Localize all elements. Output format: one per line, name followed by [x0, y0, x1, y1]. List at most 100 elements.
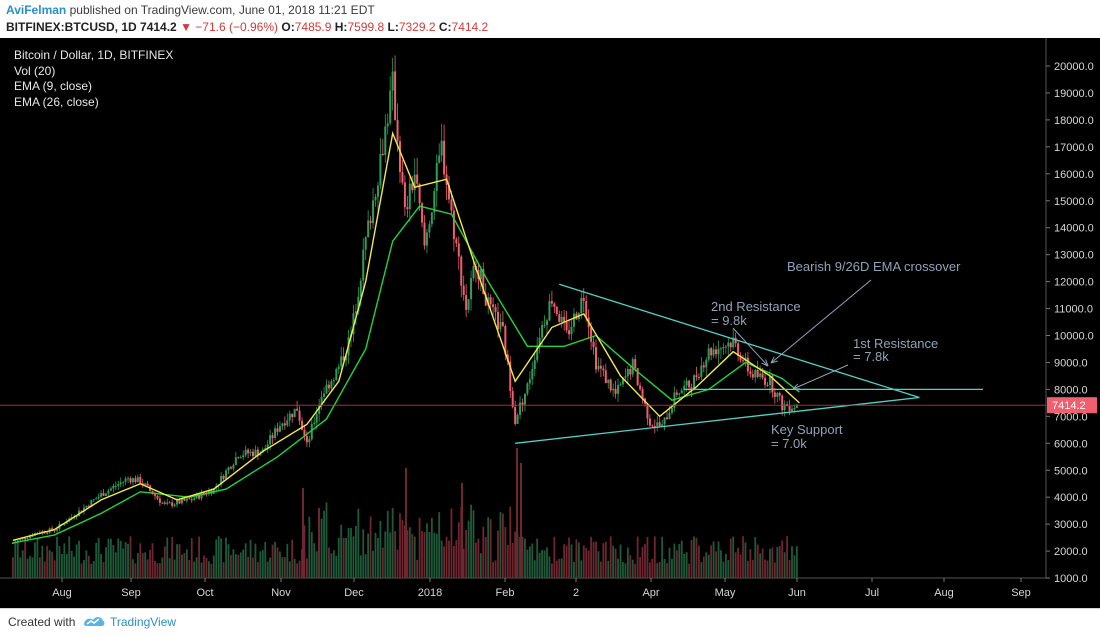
candle-body — [180, 498, 183, 504]
candle-body — [154, 494, 156, 496]
volume-bar — [65, 553, 68, 578]
volume-bar — [296, 563, 298, 578]
volume-bar — [394, 531, 396, 578]
symbol-label: BITFINEX:BTCUSD, 1D — [6, 20, 137, 34]
candle-body — [274, 428, 277, 438]
volume-bar — [786, 536, 788, 578]
volume-bar — [683, 553, 686, 578]
candle-body — [97, 496, 100, 499]
volume-bar — [372, 550, 374, 578]
trendline-2 — [559, 283, 920, 399]
candle-body — [497, 311, 499, 330]
candle-body — [296, 408, 299, 411]
volume-bar — [509, 506, 512, 578]
volume-bar — [85, 550, 88, 578]
candle-body — [560, 316, 563, 322]
volume-bar — [558, 558, 561, 578]
annotation-crossover: Bearish 9/26D EMA crossover — [787, 259, 961, 274]
volume-bar — [38, 557, 41, 578]
volume-bar — [506, 544, 509, 578]
volume-bar — [791, 546, 793, 578]
legend-ema26[interactable]: EMA (26, close) — [14, 94, 99, 109]
publish-line: AviFelman published on TradingView.com, … — [6, 3, 375, 17]
tradingview-link[interactable]: TradingView — [110, 615, 177, 629]
volume-bar — [639, 557, 641, 578]
volume-bar — [107, 538, 110, 578]
volume-bar — [78, 540, 80, 578]
candle-body — [308, 439, 311, 443]
candle-body — [129, 478, 132, 483]
candle-body — [330, 381, 333, 389]
volume-bar — [756, 544, 759, 578]
volume-bar — [97, 537, 100, 578]
candle-body — [742, 360, 744, 362]
volume-bar — [173, 559, 176, 578]
volume-bar — [352, 536, 355, 578]
candle-body — [222, 475, 225, 479]
candle-body — [536, 345, 539, 361]
volume-bar — [722, 561, 725, 578]
chart-area[interactable]: 20000.0 19000.0 18000.0 17000.0 16000.0 15000… — [0, 38, 1100, 608]
x-tick-label: Sep — [1011, 587, 1031, 599]
candle-body — [200, 492, 203, 499]
price-chart[interactable]: 20000.0 19000.0 18000.0 17000.0 16000.0 15000… — [0, 38, 1100, 608]
volume-bar — [783, 552, 786, 578]
candle-body — [636, 368, 639, 386]
volume-bar — [70, 550, 73, 578]
volume-bar — [580, 560, 583, 578]
volume-bar — [92, 560, 95, 578]
volume-bar — [411, 533, 414, 578]
volume-bar — [266, 561, 269, 578]
volume-bar — [636, 536, 639, 578]
volume-bar — [208, 561, 210, 578]
volume-bar — [347, 527, 350, 578]
volume-bar — [252, 557, 254, 578]
volume-bar — [102, 562, 105, 578]
volume-bar — [36, 538, 39, 578]
volume-bar — [313, 543, 316, 578]
candle-body — [688, 380, 691, 388]
candle-body — [171, 502, 174, 506]
candle-body — [75, 515, 78, 518]
candle-body — [526, 383, 529, 394]
volume-bar — [617, 558, 619, 578]
candle-body — [504, 325, 507, 355]
candle-body — [634, 359, 637, 369]
volume-spike — [520, 463, 522, 578]
candle-body — [359, 280, 362, 297]
volume-bar — [769, 548, 771, 578]
volume-bar — [359, 555, 362, 578]
candle-body — [443, 140, 446, 175]
volume-bar — [521, 536, 524, 578]
volume-bar — [242, 549, 245, 578]
volume-bar — [443, 546, 445, 578]
volume-bar — [724, 554, 727, 578]
legend-ema9[interactable]: EMA (9, close) — [14, 79, 93, 93]
candle-body — [528, 379, 531, 384]
volume-bar — [747, 560, 749, 578]
annotation-support-value: = 7.0k — [771, 436, 807, 451]
volume-bar — [110, 538, 112, 578]
volume-bar — [315, 551, 318, 578]
author-link[interactable]: AviFelman — [6, 3, 67, 17]
candle-body — [764, 377, 767, 385]
candle-body — [756, 370, 759, 377]
volume-bar — [440, 540, 443, 578]
volume-bar — [306, 558, 308, 578]
volume-bar — [345, 537, 347, 578]
candle-body — [278, 426, 281, 432]
volume-bar — [641, 547, 644, 578]
last-price-tag — [1047, 397, 1097, 414]
volume-bar — [502, 513, 504, 578]
candle-body — [607, 379, 610, 384]
volume-bar — [136, 553, 139, 578]
volume-bar — [90, 563, 93, 578]
candle-body — [563, 316, 566, 322]
legend-volume[interactable]: Vol (20) — [14, 63, 56, 78]
volume-bar — [379, 521, 382, 578]
volume-bar — [124, 542, 127, 578]
candle-body — [406, 207, 409, 210]
volume-bar — [298, 560, 301, 578]
candle-body — [46, 532, 49, 534]
candle-body — [381, 153, 384, 155]
